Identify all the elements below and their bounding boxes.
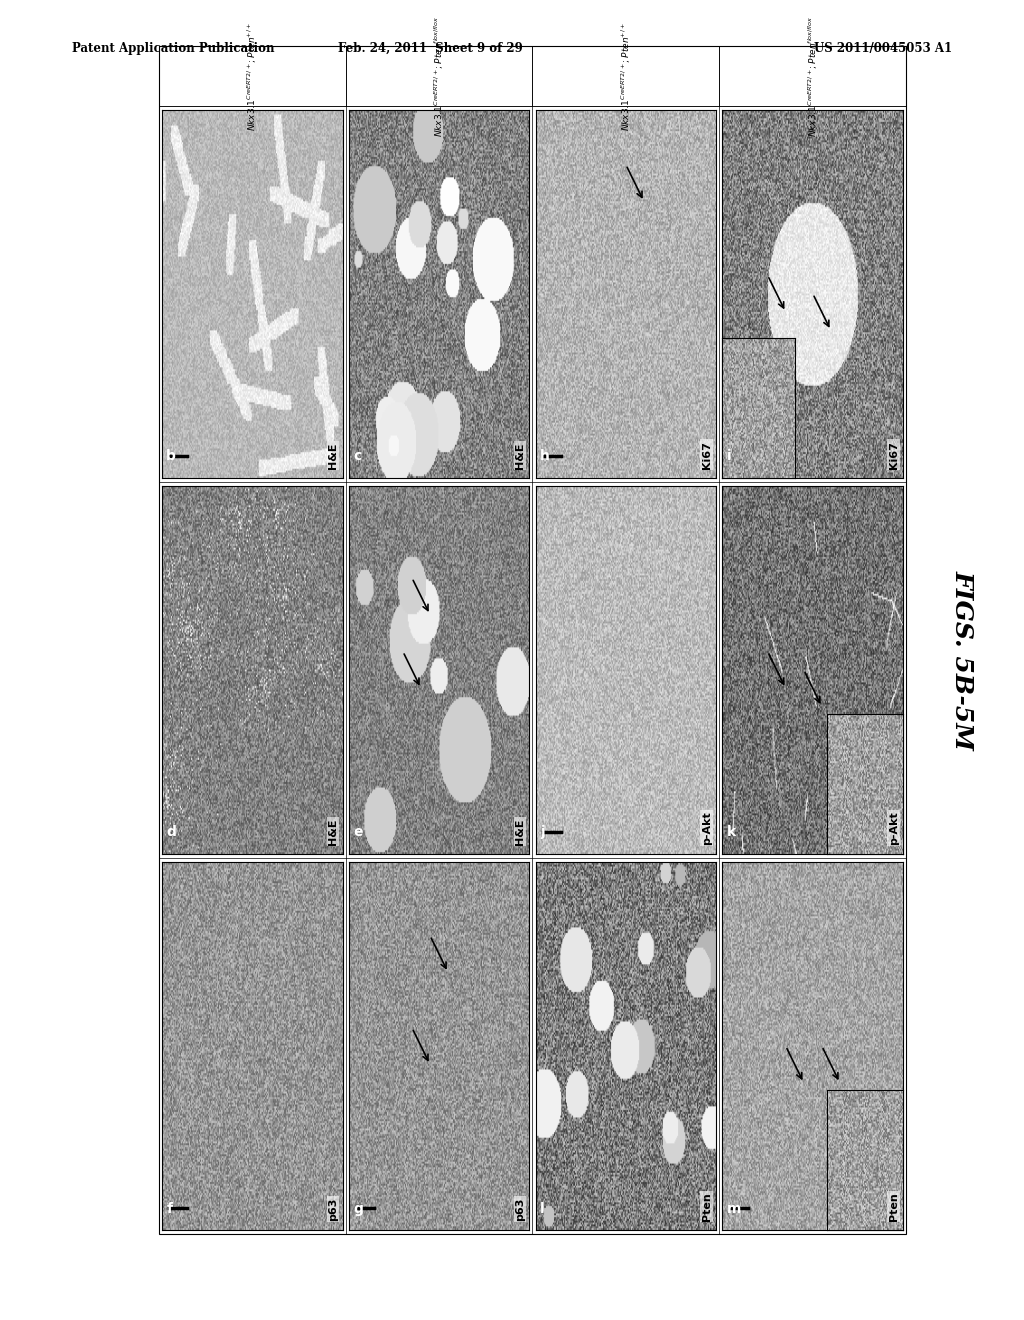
Text: k: k bbox=[727, 825, 736, 840]
Text: Pten: Pten bbox=[701, 1192, 712, 1221]
Text: p63: p63 bbox=[515, 1197, 525, 1221]
Text: H&E: H&E bbox=[328, 818, 338, 845]
Text: Ki67: Ki67 bbox=[889, 441, 899, 469]
Text: d: d bbox=[166, 825, 176, 840]
Text: i: i bbox=[727, 449, 731, 463]
Text: e: e bbox=[353, 825, 362, 840]
Text: j: j bbox=[540, 825, 545, 840]
Text: US 2011/0045053 A1: US 2011/0045053 A1 bbox=[814, 42, 952, 55]
Text: $\it{Nkx3.1}$$^{\it{CreERT2/+}}$$\it{; Pten}$$^{\it{flox/flox}}$: $\it{Nkx3.1}$$^{\it{CreERT2/+}}$$\it{; P… bbox=[806, 16, 819, 137]
Text: H&E: H&E bbox=[515, 442, 525, 469]
Text: b: b bbox=[166, 449, 176, 463]
Text: Feb. 24, 2011  Sheet 9 of 29: Feb. 24, 2011 Sheet 9 of 29 bbox=[338, 42, 522, 55]
Text: $\it{Nkx3.1}$$^{\it{CreERT2/+}}$$\it{; Pten}$$^{\it{+/+}}$: $\it{Nkx3.1}$$^{\it{CreERT2/+}}$$\it{; P… bbox=[246, 22, 259, 131]
Text: p63: p63 bbox=[328, 1197, 338, 1221]
Text: Pten: Pten bbox=[889, 1192, 899, 1221]
Text: $\it{Nkx3.1}$$^{\it{CreERT2/+}}$$\it{; Pten}$$^{\it{+/+}}$: $\it{Nkx3.1}$$^{\it{CreERT2/+}}$$\it{; P… bbox=[620, 22, 633, 131]
Text: l: l bbox=[540, 1201, 545, 1216]
Text: m: m bbox=[727, 1201, 741, 1216]
Text: Patent Application Publication: Patent Application Publication bbox=[72, 42, 274, 55]
Text: f: f bbox=[166, 1201, 172, 1216]
Text: g: g bbox=[353, 1201, 364, 1216]
Text: p-Akt: p-Akt bbox=[701, 810, 712, 845]
Text: c: c bbox=[353, 449, 361, 463]
Text: FIGS. 5B-5M: FIGS. 5B-5M bbox=[950, 570, 975, 750]
Text: H&E: H&E bbox=[328, 442, 338, 469]
Text: H&E: H&E bbox=[515, 818, 525, 845]
Text: p-Akt: p-Akt bbox=[889, 810, 899, 845]
Text: Ki67: Ki67 bbox=[701, 441, 712, 469]
Text: $\it{Nkx3.1}$$^{\it{CreERT2/+}}$$\it{; Pten}$$^{\it{flox/flox}}$: $\it{Nkx3.1}$$^{\it{CreERT2/+}}$$\it{; P… bbox=[432, 16, 445, 137]
Text: h: h bbox=[540, 449, 550, 463]
